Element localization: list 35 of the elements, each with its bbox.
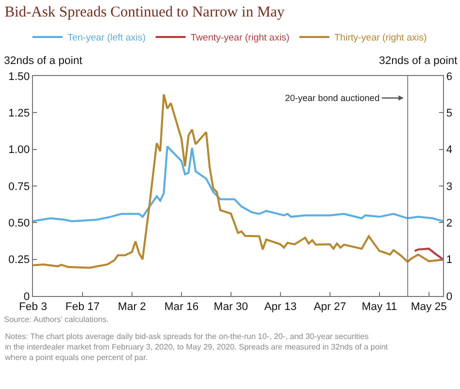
y-axis-title: 32nds of a point (4, 55, 82, 67)
x-tick-label: May 25 (410, 301, 447, 314)
x-tick-label: Apr 13 (264, 301, 297, 314)
line-series (33, 145, 443, 222)
y2-tick-label: 6 (446, 70, 452, 83)
x-tick-label: Feb 17 (65, 301, 100, 314)
chart-title: Bid-Ask Spreads Continued to Narrow in May (4, 4, 286, 20)
y2-tick-label: 0 (446, 290, 452, 303)
x-tick-label: Apr 27 (314, 301, 346, 314)
x-tick-label: May 11 (362, 301, 398, 314)
x-tick-label: Mar 2 (118, 301, 146, 314)
y2-tick-label: 1 (446, 254, 452, 266)
source-note: Source: Authors' calculations. (4, 315, 109, 324)
text: Notes: The chart plots average daily bid-ask spreads for the on-the-run 10-, 20-, and 30-year securities in the interdealer market from February 3, 2020, to May 29, 2020. Spreads are measured in 32nds of a point where a point equals one percent of par. (4, 332, 389, 362)
ref-line-label: 20-year bond auctioned (285, 93, 380, 103)
y2-axis-title: 32nds of a point (379, 55, 458, 67)
y-tick-label: 0.75 (8, 180, 30, 193)
y-tick-label: 1.00 (8, 144, 30, 156)
y2-tick-label: 2 (446, 218, 452, 230)
y2-tick-label: 3 (446, 180, 452, 193)
y2-tick-label: 5 (446, 108, 452, 120)
line-series (414, 248, 443, 260)
line-series (33, 93, 443, 269)
y-tick-label: 0 (24, 290, 30, 303)
legend-label: Thirty-year (right axis) (334, 32, 427, 44)
y-tick-label: 0.50 (8, 218, 30, 230)
legend-label: Ten-year (left axis) (68, 32, 146, 44)
legend-label: Twenty-year (right axis) (190, 32, 290, 44)
y-tick-label: 1.25 (8, 108, 30, 120)
y-tick-label: 1.50 (8, 70, 30, 83)
x-tick-label: Mar 30 (214, 301, 248, 314)
y-tick-label: 0.25 (8, 254, 30, 266)
x-tick-label: Mar 16 (164, 301, 199, 314)
y2-tick-label: 4 (446, 144, 452, 156)
x-tick-label: Feb 3 (18, 301, 48, 314)
